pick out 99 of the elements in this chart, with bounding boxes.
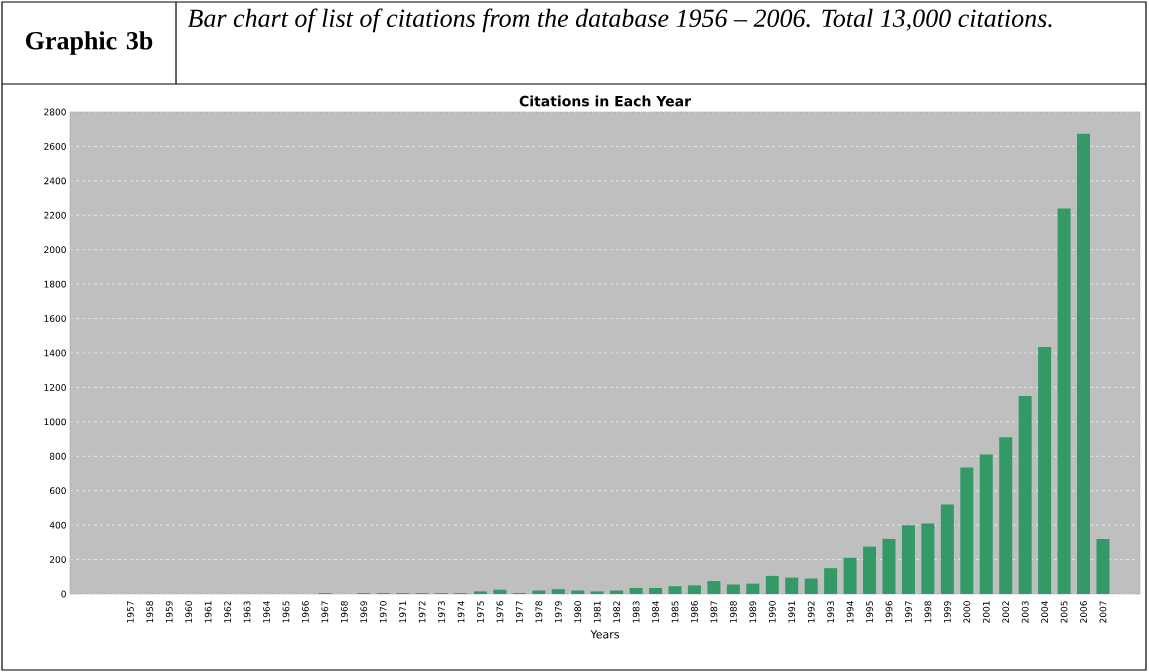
x-tick-label: 1973 xyxy=(438,601,445,623)
x-tick-label: 2001 xyxy=(982,601,990,623)
bar xyxy=(960,467,974,594)
x-tick-label: 1965 xyxy=(282,601,290,623)
bar xyxy=(668,586,682,594)
x-tick-label: 1968 xyxy=(340,601,348,623)
x-tick-label: 1962 xyxy=(224,601,231,623)
x-tick-label: 1974 xyxy=(457,601,465,623)
x-tick-label: 1992 xyxy=(807,601,815,623)
bar xyxy=(473,591,487,594)
y-tick-label: 2800 xyxy=(44,108,66,116)
bar xyxy=(1096,538,1110,594)
bar xyxy=(1077,133,1091,594)
x-tick-label: 1958 xyxy=(146,601,154,623)
y-tick-label: 2200 xyxy=(44,211,66,219)
bar xyxy=(882,538,896,594)
x-tick-label: 1967 xyxy=(321,601,329,623)
bar xyxy=(785,577,799,594)
y-tick-label: 1400 xyxy=(44,349,66,357)
x-tick-label: 1988 xyxy=(729,601,737,623)
x-tick-label: 1989 xyxy=(749,601,757,623)
x-axis-title: Years xyxy=(590,630,619,639)
y-tick-label: 1200 xyxy=(44,384,66,391)
x-tick-label: 1994 xyxy=(846,601,854,623)
y-tick-label: 1800 xyxy=(44,280,66,288)
x-tick-label: 1978 xyxy=(535,601,543,623)
x-tick-label: 1970 xyxy=(379,601,387,623)
bar xyxy=(687,585,701,594)
x-tick-label: 2002 xyxy=(1002,601,1010,623)
x-tick-label: 1982 xyxy=(613,601,621,623)
text: Bar chart of list of citations from the database 1956 – 2006. Total 13,000 citations. xyxy=(187,8,1052,33)
x-tick-label: 1961 xyxy=(204,601,212,623)
bar xyxy=(843,557,857,594)
y-tick-label: 200 xyxy=(49,556,66,563)
bar xyxy=(629,587,643,594)
y-tick-label: 600 xyxy=(49,487,66,495)
bar xyxy=(940,504,954,594)
x-tick-label: 1975 xyxy=(477,601,484,623)
x-tick-label: 1979 xyxy=(554,601,562,623)
x-tick-label: 1969 xyxy=(360,601,368,623)
x-tick-label: 1971 xyxy=(399,601,407,623)
x-tick-label: 1998 xyxy=(924,601,932,623)
bar xyxy=(1018,396,1032,594)
bar xyxy=(921,523,935,594)
x-tick-label: 1966 xyxy=(301,601,309,623)
bar xyxy=(746,583,760,594)
bar xyxy=(726,584,740,594)
x-tick-label: 1959 xyxy=(165,601,173,623)
bar xyxy=(1057,208,1071,594)
x-tick-label: 1981 xyxy=(593,601,601,623)
x-tick-label: 1976 xyxy=(496,601,504,623)
x-tick-label: 1960 xyxy=(185,601,193,623)
x-tick-label: 1990 xyxy=(768,601,776,623)
bar xyxy=(863,546,877,594)
bar xyxy=(999,437,1013,594)
y-tick-label: 1000 xyxy=(44,418,66,426)
x-tick-label: 1964 xyxy=(263,601,270,623)
x-tick-label: 1996 xyxy=(885,601,893,623)
x-tick-label: 1987 xyxy=(710,601,718,623)
x-tick-label: 1995 xyxy=(866,601,873,623)
x-tick-label: 2000 xyxy=(963,601,971,623)
bar xyxy=(1038,346,1052,594)
x-tick-label: 1993 xyxy=(827,601,835,623)
y-tick-label: 1600 xyxy=(44,315,66,322)
bar xyxy=(649,587,663,594)
y-tick-label: 2000 xyxy=(44,246,66,254)
x-tick-label: 2006 xyxy=(1080,601,1087,623)
text: Graphic 3b xyxy=(26,31,153,55)
x-tick-label: 1957 xyxy=(126,601,134,623)
bar xyxy=(551,589,565,594)
bar xyxy=(824,568,838,594)
x-tick-label: 1985 xyxy=(671,601,679,623)
x-tick-label: 2007 xyxy=(1099,601,1107,623)
chart-title: Citations in Each Year xyxy=(519,95,691,107)
x-tick-label: 1977 xyxy=(515,601,523,623)
x-tick-label: 1986 xyxy=(691,601,698,623)
y-tick-label: 2400 xyxy=(44,177,66,185)
x-tick-label: 1984 xyxy=(652,601,659,623)
bar xyxy=(901,525,915,594)
y-tick-label: 2600 xyxy=(44,143,66,150)
bar xyxy=(765,575,779,594)
x-tick-label: 2005 xyxy=(1060,601,1068,623)
x-tick-label: 1997 xyxy=(905,601,912,623)
x-tick-label: 1972 xyxy=(418,601,426,623)
bar xyxy=(804,578,818,594)
x-tick-label: 1983 xyxy=(632,601,640,623)
x-tick-label: 1963 xyxy=(243,601,251,623)
x-tick-label: 1991 xyxy=(788,601,796,623)
y-tick-label: 0 xyxy=(61,590,66,598)
y-tick-label: 800 xyxy=(49,452,66,460)
y-tick-label: 400 xyxy=(49,521,66,529)
x-tick-label: 2004 xyxy=(1041,601,1049,623)
bar xyxy=(979,454,993,594)
bar xyxy=(707,581,721,594)
bar xyxy=(590,591,604,594)
x-tick-label: 1999 xyxy=(943,601,951,623)
x-tick-label: 2003 xyxy=(1021,601,1029,623)
bar xyxy=(493,589,507,594)
x-tick-label: 1980 xyxy=(574,601,582,623)
